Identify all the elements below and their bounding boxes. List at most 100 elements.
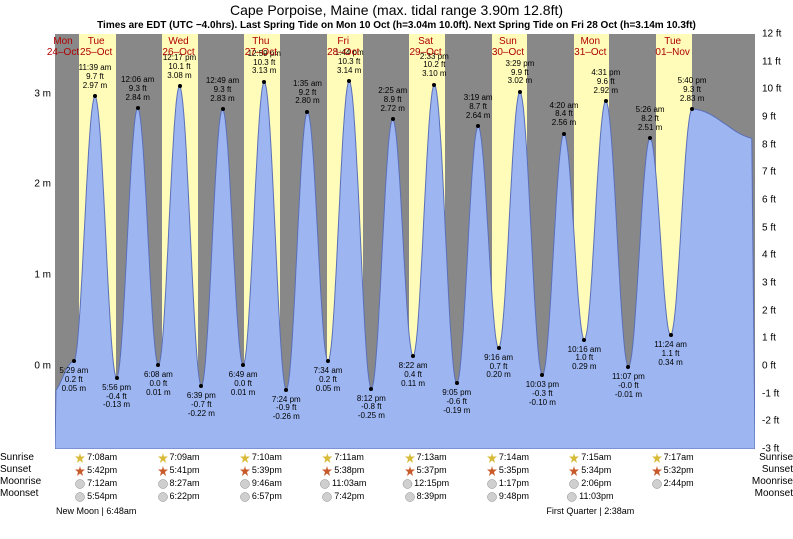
- moonset-cell: 11:03pm: [567, 491, 613, 502]
- tide-point: [136, 106, 140, 110]
- moonrise-cell: 2:06pm: [569, 478, 611, 489]
- sunrise-cell: 7:13am: [405, 452, 447, 463]
- tide-point: [582, 338, 586, 342]
- tide-label: 5:56 pm-0.4 ft-0.13 m: [102, 384, 131, 410]
- tide-point: [648, 136, 652, 140]
- tide-label: 10:16 am1.0 ft0.29 m: [568, 346, 601, 372]
- tide-point: [221, 107, 225, 111]
- chart-title: Cape Porpoise, Maine (max. tidal range 3…: [0, 2, 793, 18]
- tide-label: 8:12 pm-0.8 ft-0.25 m: [357, 395, 386, 421]
- moonrise-cell: 2:44pm: [652, 478, 694, 489]
- moonset-cell: 6:57pm: [240, 491, 282, 502]
- ytick-ft: 12 ft: [762, 29, 781, 40]
- label-sunset: Sunset: [0, 464, 41, 476]
- ytick-ft: 7 ft: [762, 167, 776, 178]
- sunrise-cell: 7:11am: [323, 452, 364, 463]
- ytick-m: 3 m: [34, 88, 51, 99]
- date-header: Sat29–Oct: [409, 36, 441, 58]
- moonset-cell: 8:39pm: [405, 491, 447, 502]
- tide-label: 1:35 am9.2 ft2.80 m: [293, 80, 322, 106]
- tide-label: 11:07 pm-0.0 ft-0.01 m: [612, 373, 645, 399]
- ytick-ft: 8 ft: [762, 139, 776, 150]
- sunset-cell: 5:41pm: [158, 465, 200, 476]
- y-axis-right: -3 ft-2 ft-1 ft0 ft1 ft2 ft3 ft4 ft5 ft6…: [758, 34, 793, 449]
- tide-point: [178, 84, 182, 88]
- sunrise-cell: 7:08am: [75, 452, 117, 463]
- date-header: Thu27–Oct: [245, 36, 277, 58]
- moonset-cell: 6:22pm: [158, 491, 200, 502]
- moonset-cell: 9:48pm: [487, 491, 529, 502]
- sunrise-cell: 7:10am: [240, 452, 282, 463]
- label-moonset: Moonset: [0, 488, 41, 500]
- tide-label: 11:39 am9.7 ft2.97 m: [79, 64, 112, 90]
- tide-label: 9:05 pm-0.6 ft-0.19 m: [442, 389, 471, 415]
- label-sunset-r: Sunset: [752, 464, 793, 476]
- date-header: Mon24–Oct: [47, 36, 79, 58]
- sunrise-cell: 7:17am: [652, 452, 694, 463]
- label-sunrise: Sunrise: [0, 452, 41, 464]
- tide-point: [518, 90, 522, 94]
- tide-point: [432, 83, 436, 87]
- tide-point: [199, 384, 203, 388]
- tide-label: 12:06 am9.3 ft2.84 m: [121, 76, 154, 102]
- ytick-ft: -2 ft: [762, 416, 779, 427]
- sunset-cell: 5:32pm: [652, 465, 694, 476]
- sunrise-cell: 7:14am: [487, 452, 529, 463]
- tide-label: 2:25 am8.9 ft2.72 m: [378, 87, 407, 113]
- ytick-ft: 6 ft: [762, 195, 776, 206]
- plot-area: 5:29 am0.2 ft0.05 m 11:39 am9.7 ft2.97 m 5…: [55, 34, 755, 449]
- tide-point: [347, 79, 351, 83]
- sunset-cell: 5:39pm: [240, 465, 282, 476]
- ytick-ft: 1 ft: [762, 333, 776, 344]
- date-header: Tue25–Oct: [80, 36, 112, 58]
- ytick-ft: 4 ft: [762, 250, 776, 261]
- tide-point: [72, 359, 76, 363]
- sunrise-cell: 7:15am: [569, 452, 611, 463]
- tide-label: 4:31 pm9.6 ft2.92 m: [591, 69, 620, 95]
- tide-point: [540, 373, 544, 377]
- label-moonrise-r: Moonrise: [752, 476, 793, 488]
- tide-point: [326, 359, 330, 363]
- moonset-cell: 5:54pm: [75, 491, 117, 502]
- ytick-m: 0 m: [34, 361, 51, 372]
- moonrise-cell: 1:17pm: [487, 478, 529, 489]
- sunset-cell: 5:37pm: [405, 465, 447, 476]
- tide-label: 9:16 am0.7 ft0.20 m: [484, 354, 513, 380]
- tide-point: [669, 333, 673, 337]
- ytick-ft: 3 ft: [762, 278, 776, 289]
- tide-label: 7:34 am0.2 ft0.05 m: [314, 367, 343, 393]
- tide-label: 6:39 pm-0.7 ft-0.22 m: [187, 392, 216, 418]
- row-labels-right: Sunrise Sunset Moonrise Moonset: [752, 452, 793, 500]
- date-header: Tue01–Nov: [655, 36, 689, 58]
- tide-point: [411, 354, 415, 358]
- date-header: Wed26–Oct: [162, 36, 194, 58]
- ytick-ft: -1 ft: [762, 388, 779, 399]
- moonset-cell: 7:42pm: [322, 491, 364, 502]
- tide-point: [476, 124, 480, 128]
- tide-point: [604, 99, 608, 103]
- tide-label: 8:22 am0.4 ft0.11 m: [399, 362, 428, 388]
- tide-label: 5:26 am8.2 ft2.51 m: [636, 106, 665, 132]
- moon-phase-label: New Moon | 6:48am: [56, 506, 136, 516]
- tide-point: [284, 388, 288, 392]
- tide-point: [93, 94, 97, 98]
- ytick-ft: 10 ft: [762, 84, 781, 95]
- moonrise-cell: 9:46am: [240, 478, 282, 489]
- ytick-m: 1 m: [34, 270, 51, 281]
- tide-label: 6:49 am0.0 ft0.01 m: [229, 371, 258, 397]
- tide-label: 5:29 am0.2 ft0.05 m: [59, 367, 88, 393]
- tide-point: [369, 387, 373, 391]
- date-header: Mon31–Oct: [574, 36, 606, 58]
- moonrise-cell: 7:12am: [75, 478, 117, 489]
- ytick-ft: 5 ft: [762, 222, 776, 233]
- tide-label: 7:24 pm-0.9 ft-0.26 m: [272, 396, 301, 422]
- ytick-m: 2 m: [34, 179, 51, 190]
- label-moonset-r: Moonset: [752, 488, 793, 500]
- ytick-ft: 2 ft: [762, 305, 776, 316]
- tide-point: [497, 346, 501, 350]
- tide-label: 6:08 am0.0 ft0.01 m: [144, 371, 173, 397]
- moonrise-cell: 8:27am: [158, 478, 200, 489]
- row-labels-left: Sunrise Sunset Moonrise Moonset: [0, 452, 41, 500]
- tide-label: 3:29 pm9.9 ft3.02 m: [505, 60, 534, 86]
- date-header: Fri28–Oct: [327, 36, 359, 58]
